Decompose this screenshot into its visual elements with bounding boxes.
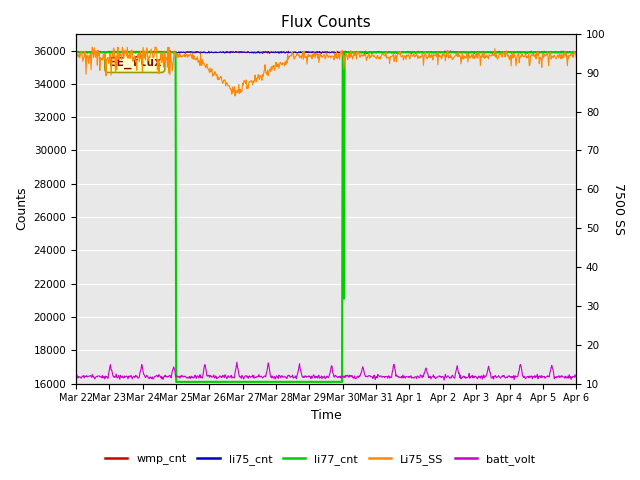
X-axis label: Time: Time xyxy=(311,409,342,422)
Legend: wmp_cnt, li75_cnt, li77_cnt, Li75_SS, batt_volt: wmp_cnt, li75_cnt, li77_cnt, Li75_SS, ba… xyxy=(100,450,540,469)
Title: Flux Counts: Flux Counts xyxy=(281,15,371,30)
Y-axis label: Counts: Counts xyxy=(15,187,28,230)
Y-axis label: 7500 SS: 7500 SS xyxy=(612,183,625,235)
Text: EE_flux: EE_flux xyxy=(109,55,161,69)
